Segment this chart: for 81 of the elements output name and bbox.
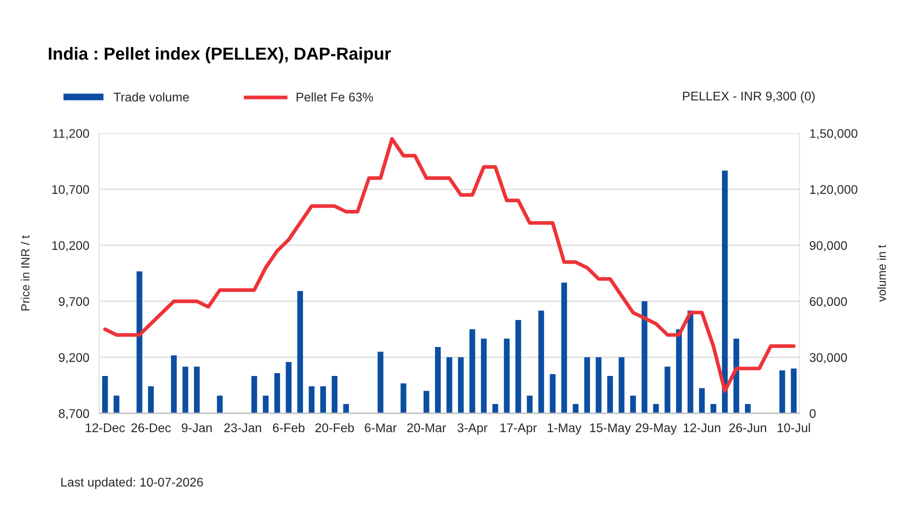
y-tick-label: 9,200 bbox=[58, 353, 90, 364]
text: PELLEX - INR 9,300 (0) bbox=[683, 91, 815, 103]
bar bbox=[262, 396, 269, 414]
bar bbox=[297, 291, 304, 414]
bar bbox=[216, 396, 223, 414]
bar bbox=[274, 373, 280, 414]
bar bbox=[286, 362, 292, 414]
bar bbox=[182, 366, 188, 414]
bar bbox=[653, 404, 659, 414]
bar bbox=[584, 357, 590, 414]
x-tick-label: 1-May bbox=[548, 423, 582, 435]
bar bbox=[343, 404, 349, 414]
x-tick-label: 3-Apr bbox=[458, 423, 488, 435]
line-series bbox=[103, 137, 796, 393]
x-tick-label: 17-Apr bbox=[500, 423, 537, 435]
x-tick-label: 12-Dec bbox=[86, 423, 125, 432]
bar bbox=[194, 366, 200, 414]
bar bbox=[630, 396, 636, 414]
bar bbox=[550, 374, 556, 414]
bar bbox=[561, 282, 568, 414]
bar bbox=[779, 370, 786, 414]
bar bbox=[526, 396, 533, 414]
bar bbox=[102, 376, 108, 414]
x-tick-label: 15-May bbox=[590, 423, 631, 435]
y-tick-label: 11,200 bbox=[53, 129, 90, 140]
bar bbox=[400, 383, 406, 414]
bar bbox=[480, 338, 487, 414]
bar bbox=[424, 390, 430, 414]
bar bbox=[676, 329, 682, 414]
bar bbox=[458, 357, 464, 414]
x-tick-label: 26-Dec bbox=[131, 423, 171, 432]
y-tick-label: 8,700 bbox=[58, 409, 90, 420]
bar bbox=[171, 355, 177, 414]
bar bbox=[308, 386, 314, 414]
legend-label: Pellet Fe 63% bbox=[296, 92, 374, 102]
y-tick-label: 10,700 bbox=[52, 185, 90, 196]
bar bbox=[446, 357, 452, 414]
y2-axis-title: volume in t bbox=[877, 244, 886, 302]
y2-tick-label: 60,000 bbox=[810, 297, 847, 308]
bar bbox=[378, 352, 384, 414]
y2-tick-label: 1,20,000 bbox=[810, 185, 858, 196]
bar bbox=[722, 170, 728, 414]
legend-label: Trade volume bbox=[114, 92, 189, 102]
bar bbox=[618, 357, 624, 414]
bar bbox=[469, 329, 476, 414]
bar bbox=[607, 376, 613, 414]
chart-title: India : Pellet index (PELLEX), DAP-Raipur bbox=[48, 47, 391, 64]
bar bbox=[538, 310, 544, 414]
x-tick-label: 20-Feb bbox=[315, 423, 354, 432]
bar bbox=[699, 388, 705, 414]
bar bbox=[114, 396, 120, 414]
x-tick-label: 10-Jul bbox=[778, 423, 810, 432]
text: Last updated: 10-07-2026 bbox=[61, 477, 203, 490]
bar bbox=[320, 386, 326, 414]
x-tick-label: 12-Jun bbox=[684, 423, 720, 432]
bar bbox=[688, 310, 694, 414]
x-tick-label: 23-Jan bbox=[224, 423, 262, 432]
bar bbox=[136, 271, 142, 414]
y2-tick-label: 90,000 bbox=[810, 241, 847, 252]
bar bbox=[642, 301, 648, 414]
bar bbox=[596, 357, 602, 414]
bar bbox=[148, 386, 154, 414]
bar bbox=[664, 366, 670, 414]
bar bbox=[332, 376, 338, 414]
bar bbox=[435, 347, 441, 414]
y2-tick-label: 0 bbox=[810, 409, 816, 418]
x-tick-label: 29-May bbox=[636, 423, 677, 435]
bar bbox=[504, 338, 510, 414]
y-axis-title: Price in INR / t bbox=[20, 235, 30, 310]
y2-tick-label: 30,000 bbox=[810, 353, 847, 364]
x-tick-label: 20-Mar bbox=[407, 423, 446, 432]
x-tick-label: 26-Jun bbox=[729, 423, 766, 432]
y-tick-label: 10,200 bbox=[52, 241, 90, 252]
x-tick-label: 9-Jan bbox=[182, 423, 212, 432]
y2-tick-label: 1,50,000 bbox=[810, 129, 858, 140]
y-tick-label: 9,700 bbox=[58, 297, 90, 308]
bar bbox=[515, 320, 522, 414]
x-tick-label: 6-Feb bbox=[272, 423, 304, 432]
bar bbox=[790, 368, 797, 414]
bar bbox=[251, 376, 258, 414]
x-tick-label: 6-Mar bbox=[364, 423, 397, 432]
